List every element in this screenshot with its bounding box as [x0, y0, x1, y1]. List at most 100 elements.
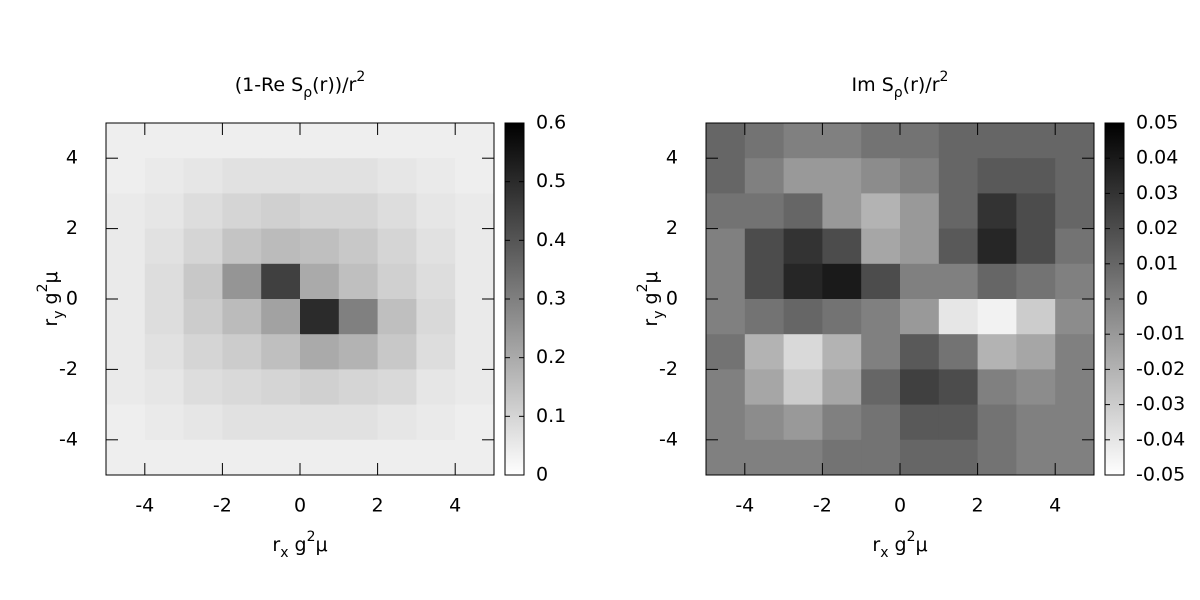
x-axis-label: rx g2μ: [872, 529, 927, 561]
heatmap-cell: [106, 193, 146, 230]
y-tick-label: 4: [66, 147, 78, 169]
heatmap-cell: [744, 158, 785, 194]
heatmap-cell: [900, 158, 940, 194]
heatmap-cell: [261, 193, 301, 230]
colorbar-tick-label: -0.04: [1136, 428, 1185, 450]
x-axis-label-part: g: [288, 534, 306, 556]
heatmap-cell: [455, 263, 495, 300]
heatmap-cell: [338, 123, 379, 159]
chart-title-part: (r))/r: [312, 74, 356, 96]
heatmap-cell: [416, 439, 456, 476]
colorbar-tick-label: 0: [1136, 288, 1148, 310]
heatmap-cell: [861, 369, 901, 406]
heatmap-cell: [706, 369, 746, 406]
heatmap-cell: [822, 228, 862, 265]
heatmap-cell: [861, 439, 901, 476]
heatmap-cell: [144, 299, 185, 335]
y-axis-label-part: μ: [640, 271, 662, 283]
chart-title-part: 2: [356, 69, 365, 85]
heatmap-cell: [416, 263, 456, 300]
heatmap-cell: [977, 228, 1017, 265]
heatmap-cell: [300, 404, 340, 441]
heatmap-cell: [822, 263, 862, 300]
heatmap-cell: [338, 228, 379, 265]
heatmap-cell: [822, 123, 862, 159]
heatmap-cell: [706, 158, 746, 194]
heatmap-cell: [416, 158, 456, 194]
heatmap-cell: [222, 158, 262, 194]
heatmap-cell: [455, 439, 495, 476]
heatmap-cell: [1055, 369, 1095, 406]
heatmap-cell: [261, 228, 301, 265]
heatmap-cell: [938, 369, 979, 406]
heatmap-cell: [222, 299, 262, 335]
chart-title-part: 2: [940, 69, 949, 85]
heatmap-cell: [744, 299, 785, 335]
heatmap-cell: [783, 439, 823, 476]
heatmap-cell: [261, 299, 301, 335]
heatmap-cell: [222, 404, 262, 441]
y-axis-label-part: r: [640, 319, 662, 327]
heatmap-cell: [977, 299, 1017, 335]
heatmap-cell: [706, 404, 746, 441]
colorbar-tick-label: 0.3: [536, 288, 566, 310]
chart-title: Im Sρ(r)/r2: [852, 69, 949, 101]
heatmap-cell: [222, 193, 262, 230]
heatmap-cell: [261, 369, 301, 406]
heatmap-cell: [183, 158, 223, 194]
heatmap-cell: [938, 158, 979, 194]
x-axis-label-part: g: [888, 534, 906, 556]
y-tick-label: -4: [659, 428, 678, 450]
heatmap-cell: [977, 123, 1017, 159]
x-axis-label-part: x: [280, 545, 288, 561]
heatmap-cell: [261, 334, 301, 370]
heatmap-cell: [938, 228, 979, 265]
heatmap-cell: [1016, 228, 1056, 265]
heatmap-cell: [977, 404, 1017, 441]
heatmap-cell: [706, 228, 746, 265]
heatmap-cell: [938, 123, 979, 159]
x-axis-label-part: μ: [916, 534, 928, 556]
heatmap-cell: [900, 193, 940, 230]
colorbar-tick-label: 0.03: [1136, 182, 1178, 204]
heatmap-cell: [977, 193, 1017, 230]
heatmap-cell: [1055, 263, 1095, 300]
colorbar-tick-label: 0.01: [1136, 252, 1178, 274]
heatmap-cell: [822, 369, 862, 406]
heatmap-cell: [183, 123, 223, 159]
heatmap-cell: [900, 439, 940, 476]
y-tick-label: -2: [59, 358, 78, 380]
heatmap-cell: [706, 263, 746, 300]
heatmap-cell: [1055, 123, 1095, 159]
heatmap-cell: [106, 299, 146, 335]
y-axis-label: ry g2μ: [35, 271, 67, 326]
heatmap-cell: [338, 263, 379, 300]
x-axis-label-part: μ: [316, 534, 328, 556]
heatmap-cell: [861, 193, 901, 230]
heatmap-cell: [144, 404, 185, 441]
heatmap-cell: [300, 334, 340, 370]
x-tick-label: 4: [449, 495, 461, 517]
heatmap-cell: [706, 334, 746, 370]
heatmap-cell: [377, 404, 417, 441]
heatmap-cell: [861, 299, 901, 335]
heatmap-cell: [1055, 404, 1095, 441]
heatmap-cell: [900, 334, 940, 370]
y-axis-label-part: y: [51, 311, 67, 319]
heatmap-cell: [822, 299, 862, 335]
heatmap-cell: [106, 369, 146, 406]
heatmap-cell: [144, 158, 185, 194]
heatmap-cell: [338, 334, 379, 370]
heatmap-cell: [783, 404, 823, 441]
heatmap-cell: [261, 123, 301, 159]
heatmap-cell: [744, 228, 785, 265]
heatmap-cell: [900, 369, 940, 406]
heatmap-cell: [1016, 439, 1056, 476]
heatmap-cell: [938, 404, 979, 441]
heatmap-cell: [183, 334, 223, 370]
heatmap-cell: [222, 123, 262, 159]
heatmap-cell: [222, 439, 262, 476]
chart-title-part: Im S: [852, 74, 894, 96]
heatmap-cell: [861, 334, 901, 370]
heatmap-cell: [455, 228, 495, 265]
